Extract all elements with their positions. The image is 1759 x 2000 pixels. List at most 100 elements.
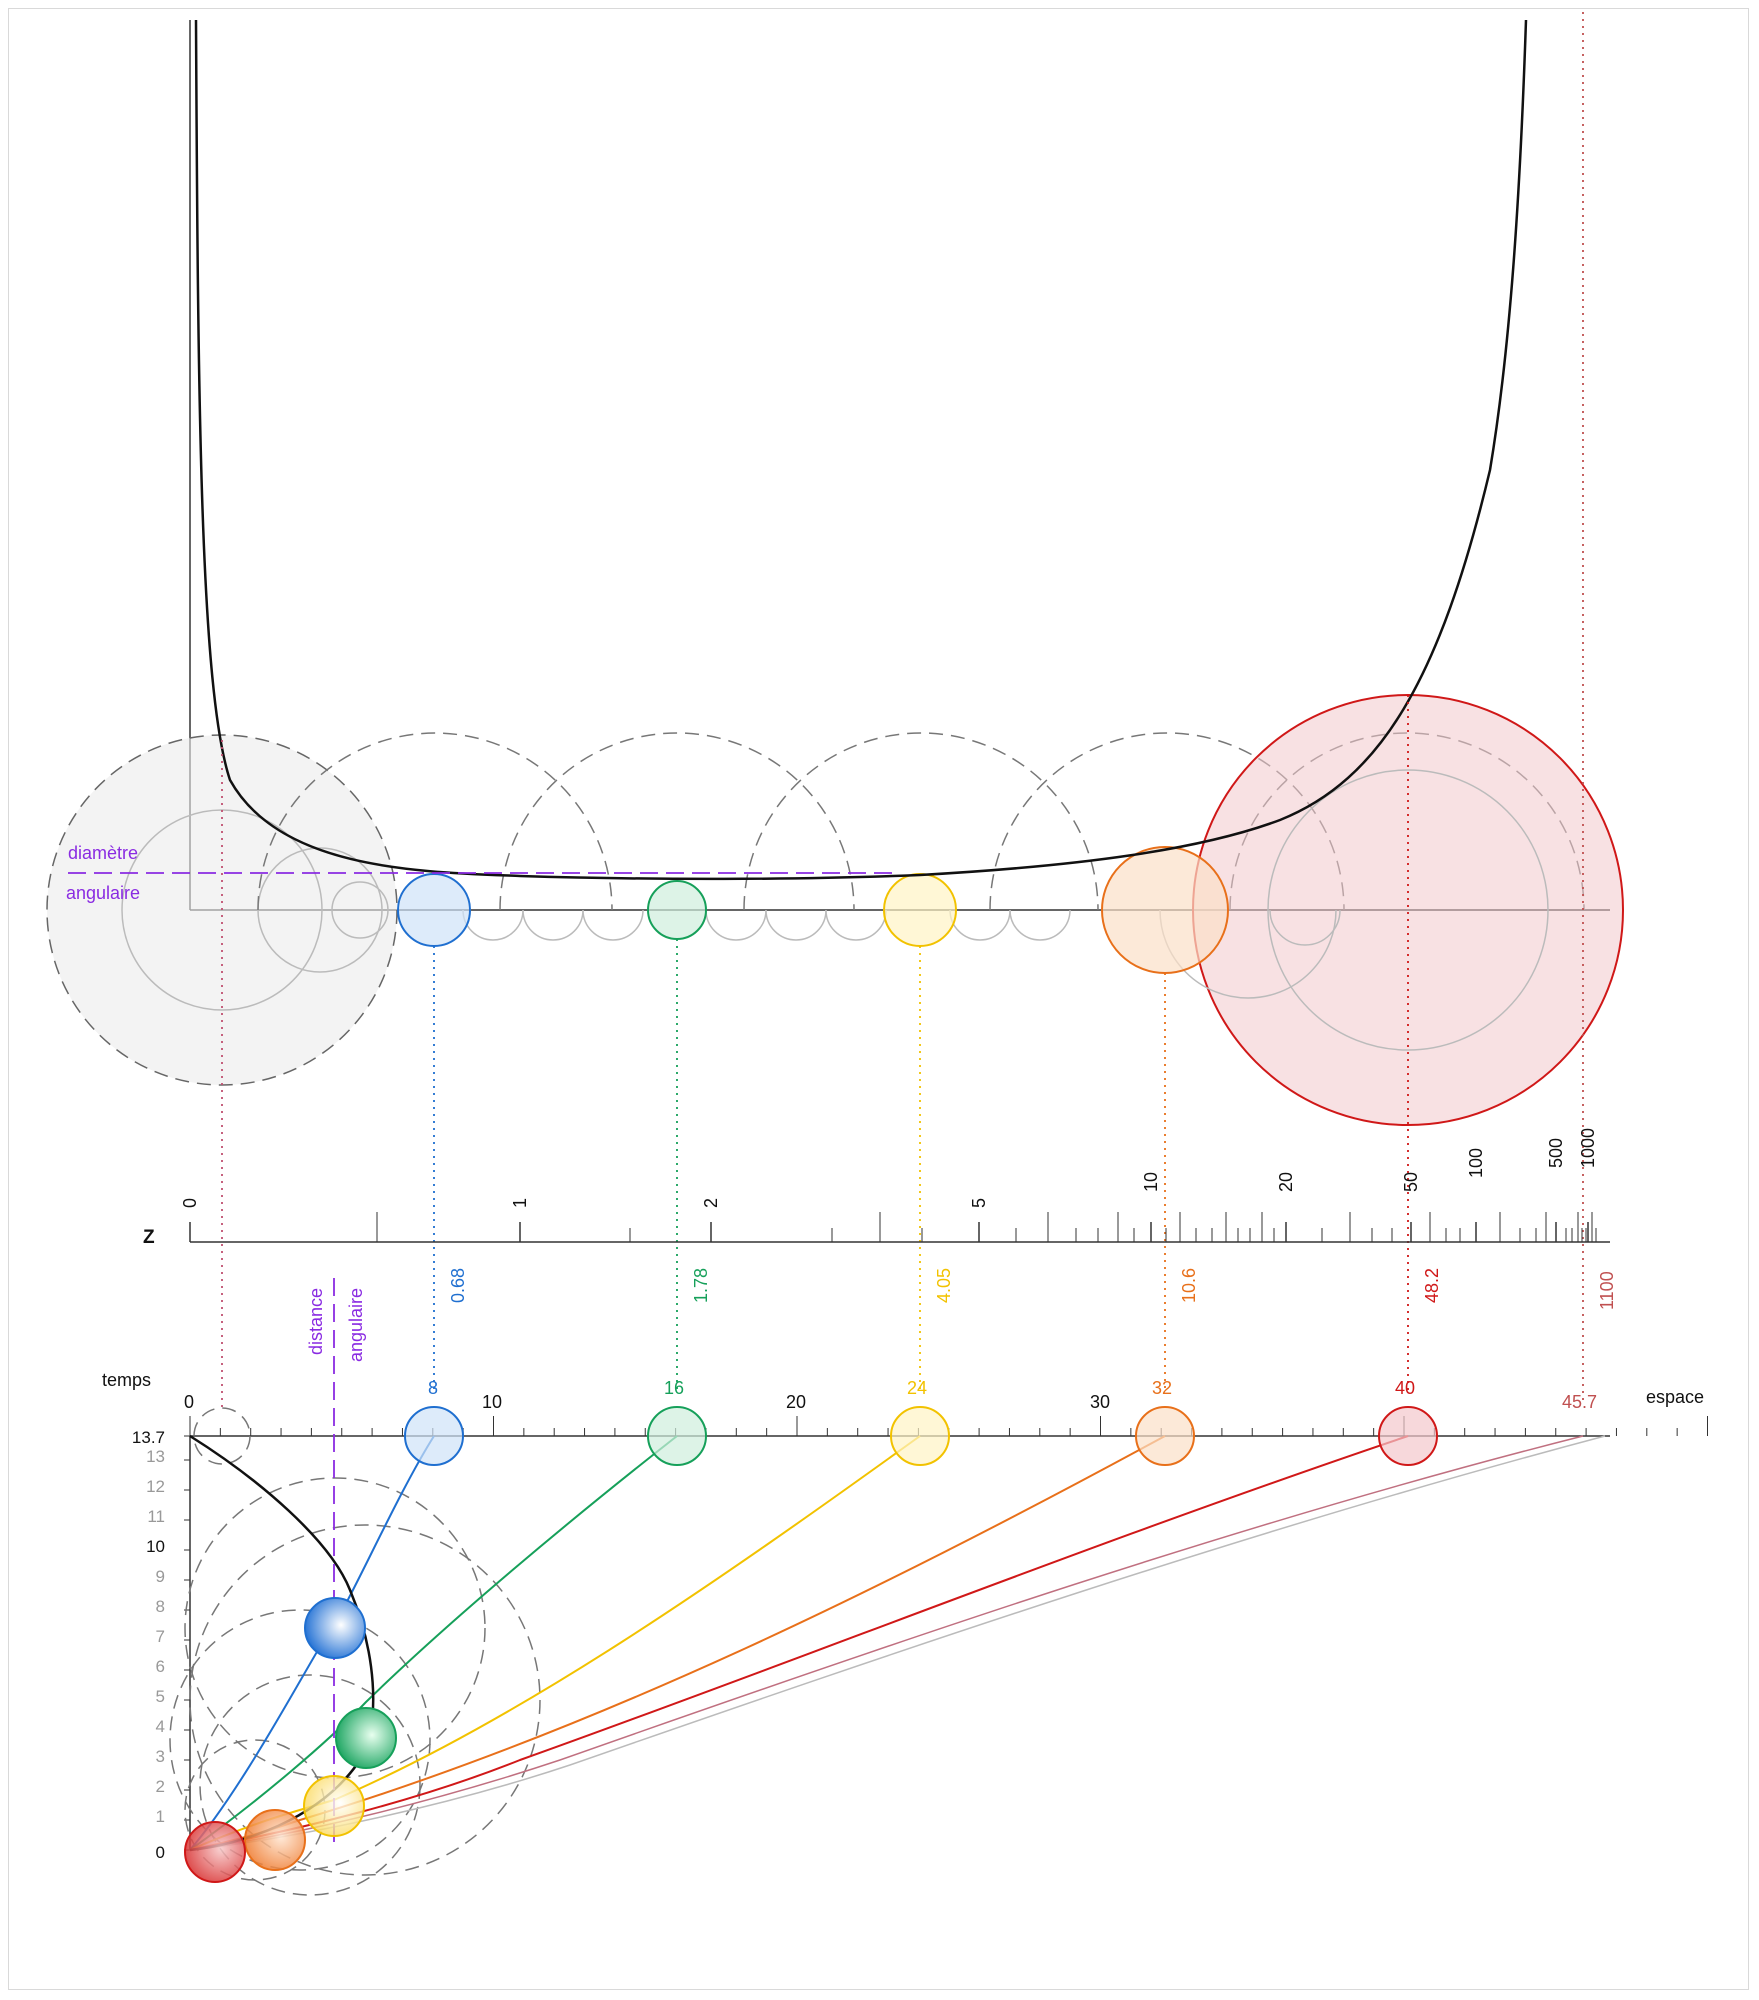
space-marker-red: 40 bbox=[1395, 1378, 1415, 1398]
space-marker-orange: 32 bbox=[1152, 1378, 1172, 1398]
red-ray bbox=[189, 1435, 1409, 1851]
space-tick-label: 20 bbox=[786, 1392, 806, 1412]
space-marker-yellow: 24 bbox=[907, 1378, 927, 1398]
angular-distance-label-1: distance bbox=[306, 1288, 326, 1355]
small-arc bbox=[1009, 909, 1071, 941]
small-arc bbox=[705, 909, 767, 941]
time-tick-label: 3 bbox=[156, 1747, 165, 1766]
red-circle-bottom bbox=[1378, 1406, 1438, 1466]
dashed-arc bbox=[743, 732, 1099, 911]
top-panel: diamètre angulaire bbox=[46, 19, 1624, 1126]
space-tick-label: 0 bbox=[184, 1392, 194, 1412]
time-tick-label: 6 bbox=[156, 1657, 165, 1676]
small-arc bbox=[1269, 909, 1341, 946]
dashed-arc bbox=[257, 732, 613, 911]
small-arc bbox=[462, 909, 524, 941]
z-tick-label: 5 bbox=[969, 1198, 989, 1208]
space-tick-labels: 0 10 20 30 bbox=[184, 1392, 1110, 1412]
z-tick-label: 100 bbox=[1466, 1148, 1486, 1178]
dotted-links bbox=[221, 12, 1584, 1410]
dashed-circle bbox=[169, 1609, 431, 1871]
redshift-tick-labels: 0 1 2 5 10 20 50 100 500 1000 bbox=[180, 1128, 1598, 1208]
z-marker-red: 48.2 bbox=[1422, 1268, 1442, 1303]
small-arc bbox=[765, 909, 827, 941]
redshift-marker-labels: 0.68 1.78 4.05 10.6 48.2 1100 bbox=[448, 1268, 1617, 1310]
small-arc bbox=[949, 909, 1011, 941]
time-axis-label: temps bbox=[102, 1370, 151, 1390]
z-tick-label: 20 bbox=[1276, 1172, 1296, 1192]
orange-emission-circle bbox=[244, 1809, 306, 1871]
yellow-emission-circle bbox=[303, 1775, 365, 1837]
small-arc bbox=[522, 909, 584, 941]
red-emission-circle bbox=[184, 1821, 246, 1883]
dashed-circle bbox=[199, 1674, 421, 1896]
time-tick-label: 13 bbox=[146, 1447, 165, 1466]
red-inner-circle bbox=[1267, 769, 1549, 1051]
green-ray bbox=[189, 1435, 678, 1851]
redshift-axis: Z 0 1 2 5 10 20 50 100 500 1000 0.68 1.7… bbox=[143, 1128, 1617, 1310]
angular-distance-label-2: angulaire bbox=[346, 1288, 366, 1362]
redshift-minor-ticks bbox=[376, 1212, 1597, 1242]
dashed-circle bbox=[189, 1524, 541, 1876]
time-tick-label: 8 bbox=[156, 1597, 165, 1616]
z-tick-label: 500 bbox=[1546, 1138, 1566, 1168]
z-tick-label: 0 bbox=[180, 1198, 200, 1208]
time-axis-ticks bbox=[184, 1435, 190, 1851]
z-tick-label: 1000 bbox=[1578, 1128, 1598, 1168]
dashed-circle-top bbox=[193, 1407, 251, 1465]
yellow-circle-bottom bbox=[890, 1406, 950, 1466]
time-tick-label: 10 bbox=[146, 1537, 165, 1556]
blue-circle-top bbox=[397, 873, 471, 947]
space-marker-green: 16 bbox=[664, 1378, 684, 1398]
space-marker-cmb: 45.7 bbox=[1562, 1392, 1597, 1412]
orange-circle-bottom bbox=[1135, 1406, 1195, 1466]
space-tick-label: 30 bbox=[1090, 1392, 1110, 1412]
small-gray-circle bbox=[331, 881, 389, 939]
redshift-major-ticks bbox=[189, 1222, 1589, 1242]
space-marker-labels: 8 16 24 32 40 45.7 bbox=[428, 1378, 1597, 1412]
z-marker-blue: 0.68 bbox=[448, 1268, 468, 1303]
dashed-arc bbox=[499, 732, 855, 911]
time-tick-label: 0 bbox=[156, 1843, 165, 1862]
yellow-circle-top bbox=[883, 873, 957, 947]
small-arc bbox=[825, 909, 887, 941]
small-arcs bbox=[462, 909, 1071, 941]
space-tick-label: 10 bbox=[482, 1392, 502, 1412]
green-circle-bottom bbox=[647, 1406, 707, 1466]
green-emission-circle bbox=[335, 1707, 397, 1769]
light-rays bbox=[189, 1435, 1606, 1851]
dashed-circle bbox=[184, 1477, 486, 1779]
small-arc bbox=[582, 909, 644, 941]
z-tick-label: 10 bbox=[1141, 1172, 1161, 1192]
z-tick-label: 1 bbox=[510, 1198, 530, 1208]
time-tick-label: 2 bbox=[156, 1777, 165, 1796]
space-marker-blue: 8 bbox=[428, 1378, 438, 1398]
z-marker-yellow: 4.05 bbox=[934, 1268, 954, 1303]
angular-diameter-curve bbox=[194, 19, 1528, 881]
redshift-axis-label: Z bbox=[143, 1227, 155, 1248]
z-marker-orange: 10.6 bbox=[1179, 1268, 1199, 1303]
time-tick-label: 4 bbox=[156, 1717, 165, 1736]
z-tick-label: 2 bbox=[701, 1198, 721, 1208]
z-marker-cmb: 1100 bbox=[1597, 1271, 1617, 1310]
time-tick-label: 12 bbox=[146, 1477, 165, 1496]
z-marker-green: 1.78 bbox=[691, 1268, 711, 1303]
figure-frame bbox=[8, 8, 1749, 1990]
time-tick-labels: 13.7 13 12 11 10 9 8 7 6 5 4 3 2 1 0 bbox=[132, 1428, 165, 1862]
blue-circle-bottom bbox=[404, 1406, 464, 1466]
z-tick-label: 50 bbox=[1401, 1172, 1421, 1192]
time-tick-label: 13.7 bbox=[132, 1428, 165, 1447]
blue-emission-circle bbox=[304, 1597, 366, 1659]
yellow-ray bbox=[189, 1435, 921, 1851]
time-tick-label: 1 bbox=[156, 1807, 165, 1826]
space-axis-label: espace bbox=[1646, 1387, 1704, 1407]
time-tick-label: 9 bbox=[156, 1567, 165, 1586]
green-circle-top bbox=[647, 880, 707, 940]
bottom-panel: temps espace 0 10 20 30 8 16 24 32 40 45… bbox=[102, 1278, 1708, 1896]
time-tick-label: 5 bbox=[156, 1687, 165, 1706]
time-tick-label: 11 bbox=[147, 1507, 165, 1526]
angular-diameter-label-1: diamètre bbox=[68, 843, 138, 863]
time-tick-label: 7 bbox=[156, 1627, 165, 1646]
angular-diameter-label-2: angulaire bbox=[66, 883, 140, 903]
